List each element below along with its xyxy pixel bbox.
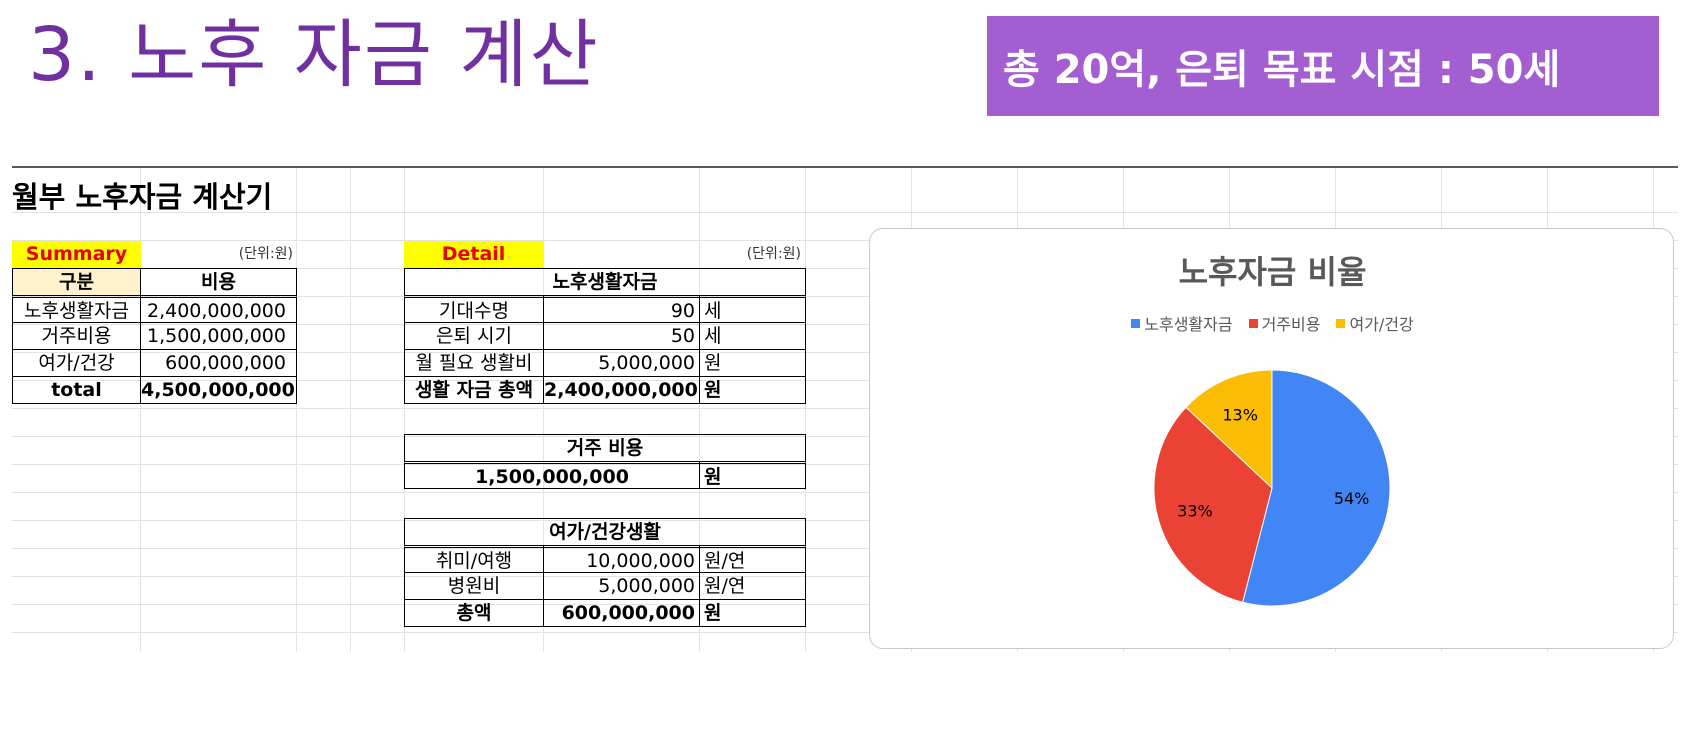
legend-label: 노후생활자금	[1144, 315, 1233, 334]
summary-row-category[interactable]: 여가/건강	[12, 349, 141, 377]
living-row-label[interactable]: 월 필요 생활비	[404, 349, 544, 377]
goal-banner: 총 20억, 은퇴 목표 시점 : 50세	[987, 16, 1659, 116]
grid-line	[12, 240, 1678, 241]
grid-line	[12, 464, 1678, 465]
grid-line	[12, 576, 1678, 577]
grid-line	[12, 436, 1678, 437]
legend-swatch	[1131, 318, 1141, 328]
chart-card[interactable]: 노후자금 비율 노후생활자금 거주비용 여가/건강 54% 33% 13%	[869, 228, 1674, 649]
legend-swatch	[1336, 318, 1346, 328]
leisure-total-unit[interactable]: 원	[699, 599, 806, 627]
living-total-unit[interactable]: 원	[699, 376, 806, 404]
living-row-unit[interactable]: 세	[699, 322, 806, 350]
housing-value[interactable]: 1,500,000,000	[404, 461, 700, 489]
summary-row-category[interactable]: 거주비용	[12, 322, 141, 350]
summary-header-cost[interactable]: 비용	[140, 268, 297, 296]
leisure-row-label[interactable]: 병원비	[404, 572, 544, 600]
grid-line	[12, 324, 1678, 325]
leisure-title[interactable]: 여가/건강생활	[404, 518, 806, 546]
living-total-label[interactable]: 생활 자금 총액	[404, 376, 544, 404]
grid-line	[140, 168, 141, 652]
summary-row-cost[interactable]: 1,500,000,000	[140, 322, 297, 350]
top-rule	[12, 166, 1678, 168]
pie-label-0: 54%	[1334, 489, 1370, 508]
sheet-heading: 월부 노후자금 계산기	[12, 180, 273, 214]
grid-line	[12, 212, 1678, 213]
grid-line	[12, 520, 1678, 521]
leisure-row-unit[interactable]: 원/연	[699, 572, 806, 600]
living-row-value[interactable]: 5,000,000	[543, 349, 700, 377]
leisure-total-value[interactable]: 600,000,000	[543, 599, 700, 627]
grid-line	[805, 168, 806, 652]
pie-label-2: 13%	[1222, 405, 1258, 424]
living-row-label[interactable]: 은퇴 시기	[404, 322, 544, 350]
legend-item: 거주비용	[1248, 311, 1321, 335]
housing-unit[interactable]: 원	[699, 461, 806, 489]
pie-label-1: 33%	[1177, 501, 1213, 520]
pie-slice-2[interactable]	[1185, 369, 1273, 490]
living-row-unit[interactable]: 원	[699, 349, 806, 377]
pie-slice-0[interactable]	[1242, 369, 1391, 607]
grid-line	[12, 632, 1678, 633]
summary-header-category[interactable]: 구분	[12, 268, 141, 296]
legend-swatch	[1248, 318, 1258, 328]
summary-row-category[interactable]: 노후생활자금	[12, 295, 141, 323]
grid-line	[12, 548, 1678, 549]
grid-line	[12, 380, 1678, 381]
leisure-row-label[interactable]: 취미/여행	[404, 545, 544, 573]
living-row-value[interactable]: 50	[543, 322, 700, 350]
slide-title: 3. 노후 자금 계산	[28, 12, 600, 98]
grid-line	[12, 408, 1678, 409]
grid-line	[12, 492, 1678, 493]
legend-label: 거주비용	[1261, 315, 1321, 334]
living-row-value[interactable]: 90	[543, 295, 700, 323]
detail-unit[interactable]: (단위:원)	[746, 246, 801, 262]
summary-row-cost[interactable]: 600,000,000	[140, 349, 297, 377]
leisure-total-label[interactable]: 총액	[404, 599, 544, 627]
pie-chart: 54% 33% 13%	[1153, 369, 1391, 607]
grid-line	[12, 296, 1678, 297]
leisure-row-unit[interactable]: 원/연	[699, 545, 806, 573]
housing-title[interactable]: 거주 비용	[404, 434, 806, 462]
summary-tag[interactable]: Summary	[12, 241, 141, 268]
pie-slice-1[interactable]	[1153, 406, 1273, 603]
chart-title: 노후자금 비율	[1178, 253, 1367, 291]
chart-legend: 노후생활자금 거주비용 여가/건강	[870, 311, 1675, 335]
grid-line	[12, 604, 1678, 605]
detail-tag[interactable]: Detail	[404, 241, 543, 268]
grid-line	[404, 168, 405, 652]
summary-unit[interactable]: (단위:원)	[238, 246, 293, 262]
summary-total-label[interactable]: total	[12, 376, 141, 404]
legend-item: 노후생활자금	[1131, 311, 1233, 335]
leisure-row-value[interactable]: 10,000,000	[543, 545, 700, 573]
living-title[interactable]: 노후생활자금	[404, 268, 806, 296]
grid-line	[12, 352, 1678, 353]
summary-total-cost[interactable]: 4,500,000,000	[140, 376, 297, 404]
grid-line	[12, 268, 1678, 269]
leisure-row-value[interactable]: 5,000,000	[543, 572, 700, 600]
legend-label: 여가/건강	[1349, 315, 1414, 334]
grid-line	[543, 168, 544, 652]
legend-item: 여가/건강	[1336, 311, 1414, 335]
grid-line	[699, 168, 700, 652]
living-row-unit[interactable]: 세	[699, 295, 806, 323]
living-row-label[interactable]: 기대수명	[404, 295, 544, 323]
grid-line	[296, 168, 297, 652]
grid-line	[350, 168, 351, 652]
summary-row-cost[interactable]: 2,400,000,000	[140, 295, 297, 323]
living-total-value[interactable]: 2,400,000,000	[543, 376, 700, 404]
